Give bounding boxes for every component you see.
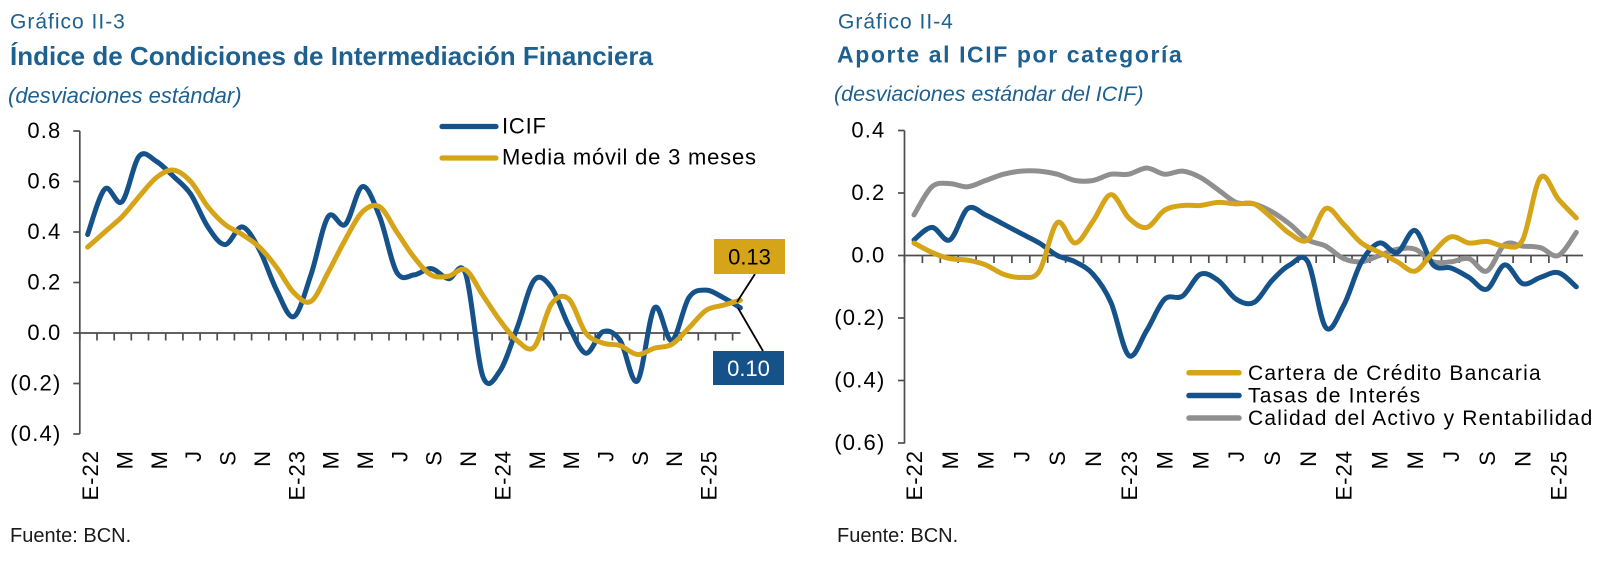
- svg-text:(desviaciones estándar del ICI: (desviaciones estándar del ICIF): [834, 82, 1144, 106]
- svg-text:Calidad del Activo y Rentabili: Calidad del Activo y Rentabilidad: [1248, 407, 1593, 430]
- svg-text:J: J: [594, 450, 619, 462]
- svg-text:M: M: [974, 450, 999, 469]
- svg-text:J: J: [181, 450, 206, 462]
- svg-text:0.8: 0.8: [27, 118, 61, 143]
- svg-text:0.10: 0.10: [727, 356, 770, 381]
- svg-text:M: M: [559, 450, 584, 469]
- svg-text:N: N: [662, 450, 687, 467]
- svg-text:N: N: [1081, 450, 1106, 467]
- svg-text:(0.4): (0.4): [834, 367, 885, 392]
- svg-text:(0.2): (0.2): [10, 370, 61, 395]
- svg-text:Cartera de Crédito Bancaria: Cartera de Crédito Bancaria: [1248, 362, 1542, 385]
- svg-text:J: J: [1224, 450, 1249, 462]
- svg-text:E-23: E-23: [284, 450, 309, 500]
- svg-text:M: M: [938, 450, 963, 469]
- svg-text:M: M: [353, 450, 378, 469]
- svg-text:0.13: 0.13: [728, 245, 771, 270]
- svg-text:M: M: [147, 450, 172, 469]
- svg-text:E-25: E-25: [1546, 450, 1571, 500]
- svg-text:0.0: 0.0: [27, 320, 61, 345]
- svg-text:S: S: [1045, 450, 1070, 466]
- svg-text:N: N: [1296, 450, 1321, 467]
- svg-text:S: S: [422, 450, 447, 466]
- svg-text:M: M: [1188, 450, 1213, 469]
- svg-text:0.0: 0.0: [851, 242, 885, 267]
- svg-text:S: S: [1475, 450, 1500, 466]
- svg-text:E-24: E-24: [490, 450, 515, 500]
- svg-text:ICIF: ICIF: [502, 114, 547, 139]
- svg-text:E-23: E-23: [1117, 450, 1142, 500]
- svg-text:N: N: [250, 450, 275, 467]
- svg-text:Media móvil de 3 meses: Media móvil de 3 meses: [502, 145, 757, 170]
- svg-text:0.4: 0.4: [851, 117, 885, 142]
- svg-text:M: M: [1153, 450, 1178, 469]
- svg-text:E-25: E-25: [697, 450, 722, 500]
- svg-text:0.2: 0.2: [851, 180, 885, 205]
- svg-text:(0.6): (0.6): [834, 430, 885, 455]
- svg-text:Fuente: BCN.: Fuente: BCN.: [837, 525, 958, 547]
- svg-text:N: N: [1511, 450, 1536, 467]
- svg-text:E-22: E-22: [78, 450, 103, 500]
- svg-text:(desviaciones estándar): (desviaciones estándar): [8, 83, 242, 108]
- svg-text:J: J: [387, 450, 412, 462]
- svg-text:E-22: E-22: [902, 450, 927, 500]
- svg-text:S: S: [628, 450, 653, 466]
- svg-text:(0.2): (0.2): [834, 305, 885, 330]
- svg-text:S: S: [1260, 450, 1285, 466]
- svg-text:(0.4): (0.4): [10, 421, 61, 446]
- svg-text:0.4: 0.4: [27, 219, 61, 244]
- svg-text:S: S: [216, 450, 241, 466]
- svg-text:Gráfico II-4: Gráfico II-4: [838, 11, 954, 34]
- svg-text:M: M: [1403, 450, 1428, 469]
- svg-text:J: J: [1439, 450, 1464, 462]
- svg-text:M: M: [525, 450, 550, 469]
- svg-text:J: J: [1009, 450, 1034, 462]
- svg-text:Aporte al ICIF por categoría: Aporte al ICIF por categoría: [837, 42, 1183, 68]
- svg-text:0.2: 0.2: [27, 269, 61, 294]
- svg-text:M: M: [1367, 450, 1392, 469]
- svg-text:E-24: E-24: [1332, 450, 1357, 500]
- svg-text:Fuente: BCN.: Fuente: BCN.: [10, 525, 131, 547]
- svg-text:Tasas de Interés: Tasas de Interés: [1248, 385, 1421, 408]
- svg-text:Gráfico II-3: Gráfico II-3: [10, 11, 126, 34]
- svg-text:M: M: [113, 450, 138, 469]
- svg-text:Índice de Condiciones de Inter: Índice de Condiciones de Intermediación …: [10, 41, 653, 71]
- svg-text:M: M: [319, 450, 344, 469]
- svg-text:N: N: [456, 450, 481, 467]
- svg-text:0.6: 0.6: [27, 168, 61, 193]
